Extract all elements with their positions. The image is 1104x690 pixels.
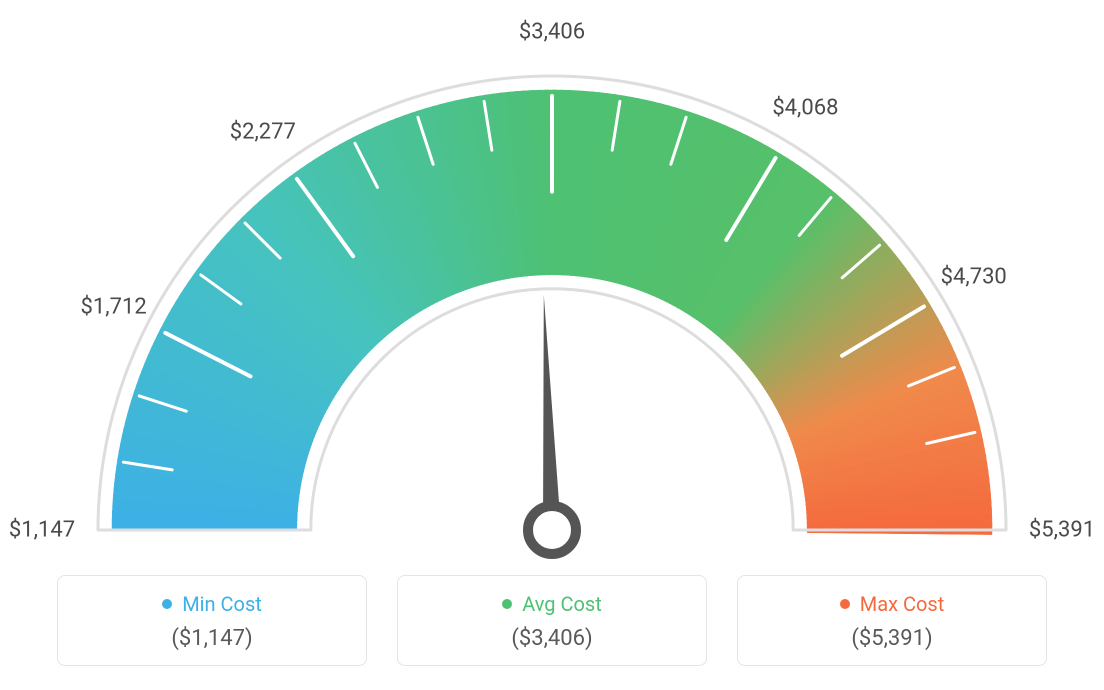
min-cost-value: ($1,147) (58, 626, 366, 651)
gauge-tick-label: $1,712 (81, 294, 147, 319)
max-cost-title: Max Cost (860, 592, 945, 616)
gauge-tick-label: $3,406 (519, 20, 585, 45)
gauge-tick-label: $5,391 (1029, 518, 1095, 543)
gauge-tick-label: $1,147 (9, 518, 75, 543)
avg-cost-title-row: Avg Cost (502, 592, 602, 616)
gauge-svg (42, 30, 1062, 570)
max-cost-card: Max Cost ($5,391) (737, 575, 1047, 666)
min-cost-card: Min Cost ($1,147) (57, 575, 367, 666)
avg-cost-dot (502, 599, 512, 609)
gauge: $1,147 $1,712 $2,277 $3,406 $4,068 $4,730 $5,3… (0, 0, 1104, 560)
avg-cost-value: ($3,406) (398, 626, 706, 651)
min-cost-dot (162, 599, 172, 609)
gauge-tick-label: $2,277 (230, 119, 296, 144)
legend: Min Cost ($1,147) Avg Cost ($3,406) Max … (0, 575, 1104, 666)
max-cost-dot (840, 599, 850, 609)
chart-container: $1,147 $1,712 $2,277 $3,406 $4,068 $4,730 $5,3… (0, 0, 1104, 690)
max-cost-title-row: Max Cost (840, 592, 945, 616)
min-cost-title-row: Min Cost (162, 592, 262, 616)
avg-cost-title: Avg Cost (522, 592, 602, 616)
max-cost-value: ($5,391) (738, 626, 1046, 651)
gauge-tick-label: $4,730 (941, 264, 1007, 289)
min-cost-title: Min Cost (182, 592, 262, 616)
avg-cost-card: Avg Cost ($3,406) (397, 575, 707, 666)
gauge-tick-label: $4,068 (772, 96, 838, 121)
